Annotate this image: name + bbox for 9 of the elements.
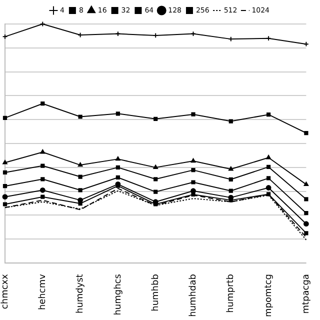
x-tick-label: mpomtcg — [264, 274, 274, 318]
x-tick-label: humhdab — [188, 274, 199, 317]
x-tick-label: humghcs — [113, 274, 124, 316]
x-tick-label: humhbb — [150, 274, 161, 312]
x-tick-label: chmcxx — [0, 273, 10, 310]
x-tick-label: hehcmv — [38, 273, 48, 310]
x-tick-label: mtpacga — [302, 274, 312, 314]
x-tick-label: humprtb — [226, 274, 236, 313]
x-tick-label: humdyst — [76, 274, 86, 314]
